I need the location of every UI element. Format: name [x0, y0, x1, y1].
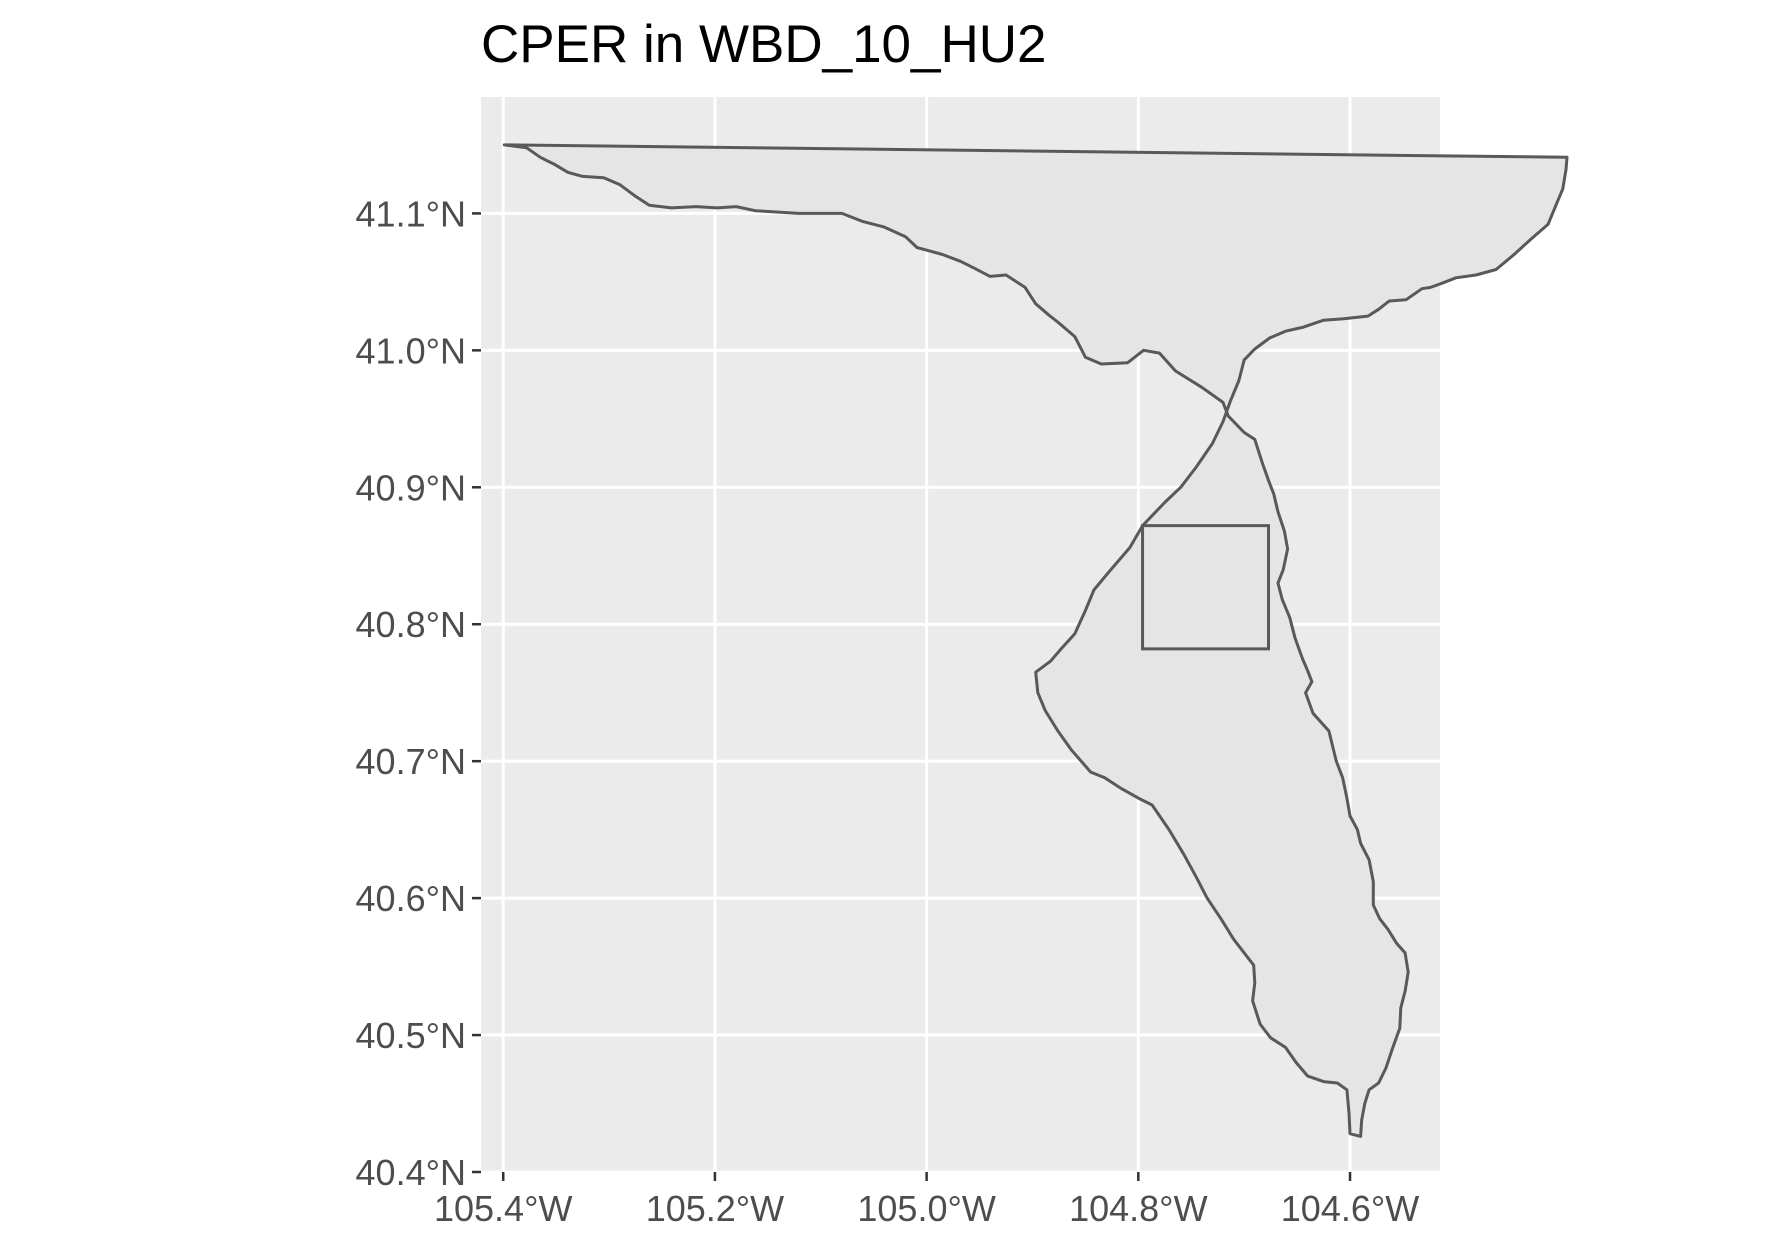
- x-tick-label: 105.0°W: [857, 1188, 995, 1229]
- y-tick-label: 40.5°N: [356, 1015, 466, 1056]
- x-axis: 105.4°W 105.2°W 105.0°W 104.8°W 104.6°W: [434, 1172, 1419, 1229]
- y-tick-label: 41.0°N: [356, 330, 466, 371]
- y-tick-label: 41.1°N: [356, 193, 466, 234]
- y-tick-label: 40.8°N: [356, 604, 466, 645]
- y-tick-label: 40.6°N: [356, 878, 466, 919]
- map-panel: [481, 97, 1569, 1174]
- cper-site-box: [1141, 524, 1271, 651]
- y-tick-label: 40.7°N: [356, 741, 466, 782]
- x-tick-label: 105.4°W: [434, 1188, 572, 1229]
- y-tick-label: 40.4°N: [356, 1152, 466, 1193]
- x-tick-label: 104.8°W: [1069, 1188, 1207, 1229]
- y-tick-label: 40.9°N: [356, 467, 466, 508]
- watershed-boundary-polygon: [502, 143, 1569, 1138]
- y-axis: 41.1°N 41.0°N 40.9°N 40.8°N 40.7°N 40.6°N 40.5…: [356, 193, 481, 1193]
- map-title: CPER in WBD_10_HU2: [481, 15, 1047, 74]
- x-tick-label: 104.6°W: [1281, 1188, 1419, 1229]
- x-tick-label: 105.2°W: [646, 1188, 784, 1229]
